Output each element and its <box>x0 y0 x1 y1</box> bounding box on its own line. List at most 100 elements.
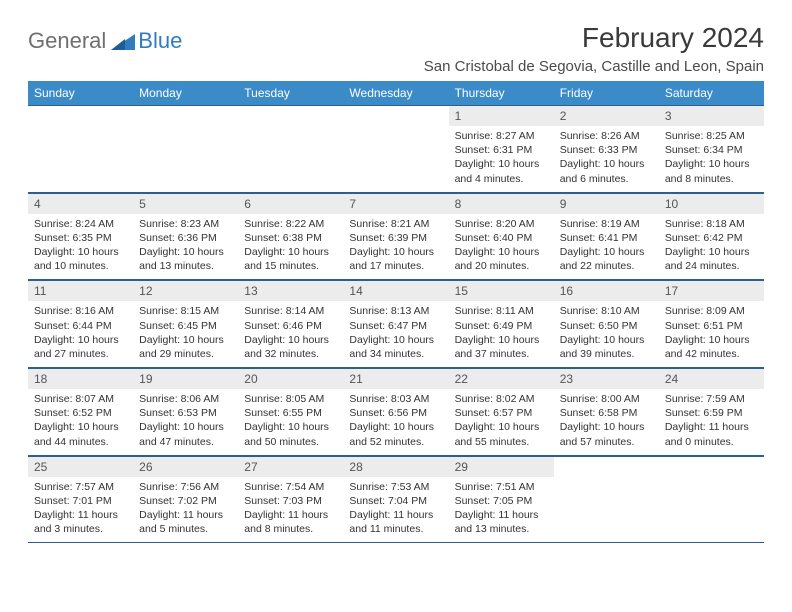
day-details: Sunrise: 8:26 AMSunset: 6:33 PMDaylight:… <box>554 126 659 192</box>
logo-triangle-icon <box>111 32 135 50</box>
day-cell <box>343 105 448 192</box>
day-cell: 1Sunrise: 8:27 AMSunset: 6:31 PMDaylight… <box>449 105 554 192</box>
sunrise-text: Sunrise: 8:27 AM <box>455 129 548 143</box>
day-cell <box>554 455 659 543</box>
sunset-text: Sunset: 6:38 PM <box>244 231 337 245</box>
daylight-text: Daylight: 10 hours and 22 minutes. <box>560 245 653 273</box>
day-details: Sunrise: 8:18 AMSunset: 6:42 PMDaylight:… <box>659 214 764 280</box>
sunrise-text: Sunrise: 8:15 AM <box>139 304 232 318</box>
day-number: 3 <box>659 105 764 126</box>
daylight-text: Daylight: 11 hours and 5 minutes. <box>139 508 232 536</box>
day-number: 10 <box>659 193 764 214</box>
daylight-text: Daylight: 11 hours and 11 minutes. <box>349 508 442 536</box>
day-cell: 13Sunrise: 8:14 AMSunset: 6:46 PMDayligh… <box>238 280 343 368</box>
sunset-text: Sunset: 6:56 PM <box>349 406 442 420</box>
sunrise-text: Sunrise: 8:11 AM <box>455 304 548 318</box>
day-number: 13 <box>238 280 343 301</box>
daylight-text: Daylight: 10 hours and 4 minutes. <box>455 157 548 185</box>
day-number-empty <box>343 105 448 125</box>
sunrise-text: Sunrise: 8:14 AM <box>244 304 337 318</box>
day-cell: 27Sunrise: 7:54 AMSunset: 7:03 PMDayligh… <box>238 455 343 543</box>
day-number: 22 <box>449 368 554 389</box>
day-cell: 3Sunrise: 8:25 AMSunset: 6:34 PMDaylight… <box>659 105 764 192</box>
sunrise-text: Sunrise: 8:20 AM <box>455 217 548 231</box>
sunset-text: Sunset: 6:35 PM <box>34 231 127 245</box>
day-number: 28 <box>343 456 448 477</box>
day-details: Sunrise: 8:14 AMSunset: 6:46 PMDaylight:… <box>238 301 343 367</box>
sunset-text: Sunset: 6:58 PM <box>560 406 653 420</box>
sunset-text: Sunset: 6:41 PM <box>560 231 653 245</box>
day-number: 5 <box>133 193 238 214</box>
day-number: 14 <box>343 280 448 301</box>
day-cell: 11Sunrise: 8:16 AMSunset: 6:44 PMDayligh… <box>28 280 133 368</box>
dayname-thursday: Thursday <box>449 81 554 105</box>
day-details: Sunrise: 8:19 AMSunset: 6:41 PMDaylight:… <box>554 214 659 280</box>
day-cell: 22Sunrise: 8:02 AMSunset: 6:57 PMDayligh… <box>449 368 554 456</box>
day-cell: 6Sunrise: 8:22 AMSunset: 6:38 PMDaylight… <box>238 192 343 280</box>
logo-text-general: General <box>28 28 106 54</box>
day-details: Sunrise: 8:10 AMSunset: 6:50 PMDaylight:… <box>554 301 659 367</box>
day-details: Sunrise: 8:09 AMSunset: 6:51 PMDaylight:… <box>659 301 764 367</box>
daylight-text: Daylight: 10 hours and 34 minutes. <box>349 333 442 361</box>
calendar-table: Sunday Monday Tuesday Wednesday Thursday… <box>28 81 764 543</box>
day-details: Sunrise: 8:21 AMSunset: 6:39 PMDaylight:… <box>343 214 448 280</box>
day-cell <box>133 105 238 192</box>
sunrise-text: Sunrise: 8:03 AM <box>349 392 442 406</box>
dayname-wednesday: Wednesday <box>343 81 448 105</box>
week-row: 4Sunrise: 8:24 AMSunset: 6:35 PMDaylight… <box>28 192 764 280</box>
sunset-text: Sunset: 6:36 PM <box>139 231 232 245</box>
logo-text-blue: Blue <box>138 28 182 54</box>
daylight-text: Daylight: 10 hours and 8 minutes. <box>665 157 758 185</box>
day-cell: 19Sunrise: 8:06 AMSunset: 6:53 PMDayligh… <box>133 368 238 456</box>
day-number: 18 <box>28 368 133 389</box>
sunrise-text: Sunrise: 8:10 AM <box>560 304 653 318</box>
daylight-text: Daylight: 10 hours and 24 minutes. <box>665 245 758 273</box>
day-cell: 15Sunrise: 8:11 AMSunset: 6:49 PMDayligh… <box>449 280 554 368</box>
daylight-text: Daylight: 10 hours and 42 minutes. <box>665 333 758 361</box>
sunset-text: Sunset: 7:05 PM <box>455 494 548 508</box>
day-number-empty <box>133 105 238 125</box>
sunrise-text: Sunrise: 8:23 AM <box>139 217 232 231</box>
daylight-text: Daylight: 10 hours and 50 minutes. <box>244 420 337 448</box>
daylight-text: Daylight: 10 hours and 37 minutes. <box>455 333 548 361</box>
day-details: Sunrise: 8:06 AMSunset: 6:53 PMDaylight:… <box>133 389 238 455</box>
sunrise-text: Sunrise: 8:06 AM <box>139 392 232 406</box>
day-number-empty <box>238 105 343 125</box>
day-cell <box>659 455 764 543</box>
daylight-text: Daylight: 10 hours and 39 minutes. <box>560 333 653 361</box>
daylight-text: Daylight: 11 hours and 0 minutes. <box>665 420 758 448</box>
day-details: Sunrise: 8:05 AMSunset: 6:55 PMDaylight:… <box>238 389 343 455</box>
day-cell: 24Sunrise: 7:59 AMSunset: 6:59 PMDayligh… <box>659 368 764 456</box>
sunset-text: Sunset: 6:53 PM <box>139 406 232 420</box>
daylight-text: Daylight: 10 hours and 17 minutes. <box>349 245 442 273</box>
sunrise-text: Sunrise: 8:13 AM <box>349 304 442 318</box>
day-details: Sunrise: 8:22 AMSunset: 6:38 PMDaylight:… <box>238 214 343 280</box>
daylight-text: Daylight: 10 hours and 47 minutes. <box>139 420 232 448</box>
sunrise-text: Sunrise: 8:22 AM <box>244 217 337 231</box>
day-number: 25 <box>28 456 133 477</box>
day-number: 20 <box>238 368 343 389</box>
day-number: 24 <box>659 368 764 389</box>
sunrise-text: Sunrise: 7:59 AM <box>665 392 758 406</box>
title-block: February 2024 San Cristobal de Segovia, … <box>424 22 764 75</box>
month-title: February 2024 <box>424 22 764 54</box>
sunset-text: Sunset: 7:04 PM <box>349 494 442 508</box>
day-cell: 14 Sunrise: 8:13 AMSunset: 6:47 PMDayligh… <box>343 280 448 368</box>
day-details-empty <box>28 125 133 183</box>
day-number: 12 <box>133 280 238 301</box>
day-number: 17 <box>659 280 764 301</box>
day-number: 6 <box>238 193 343 214</box>
daylight-text: Daylight: 10 hours and 27 minutes. <box>34 333 127 361</box>
sunrise-text: Sunrise: 8:24 AM <box>34 217 127 231</box>
day-details: Sunrise: 8:00 AMSunset: 6:58 PMDaylight:… <box>554 389 659 455</box>
dayname-sunday: Sunday <box>28 81 133 105</box>
day-cell: 12Sunrise: 8:15 AMSunset: 6:45 PMDayligh… <box>133 280 238 368</box>
sunrise-text: Sunrise: 8:07 AM <box>34 392 127 406</box>
day-details: Sunrise: 8:07 AMSunset: 6:52 PMDaylight:… <box>28 389 133 455</box>
day-details: Sunrise: 7:59 AMSunset: 6:59 PMDaylight:… <box>659 389 764 455</box>
sunset-text: Sunset: 6:42 PM <box>665 231 758 245</box>
day-details: Sunrise: 8:15 AMSunset: 6:45 PMDaylight:… <box>133 301 238 367</box>
day-details-empty <box>133 125 238 183</box>
sunset-text: Sunset: 6:47 PM <box>349 319 442 333</box>
sunrise-text: Sunrise: 8:02 AM <box>455 392 548 406</box>
